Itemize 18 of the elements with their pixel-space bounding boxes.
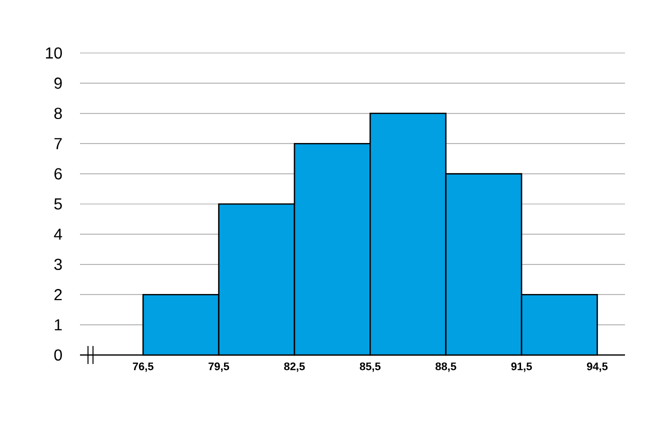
x-tick-label: 82,5 bbox=[284, 362, 305, 372]
y-tick-label: 0 bbox=[54, 349, 62, 361]
x-tick-label: 91,5 bbox=[511, 362, 532, 372]
y-tick-label: 4 bbox=[54, 228, 62, 240]
x-tick-label: 94,5 bbox=[586, 362, 608, 372]
x-tick-label: 85,5 bbox=[360, 362, 381, 372]
y-tick-label: 5 bbox=[54, 198, 62, 210]
y-tick-label: 3 bbox=[54, 258, 62, 270]
y-tick-label: 8 bbox=[54, 108, 62, 120]
y-tick-label: 2 bbox=[54, 289, 62, 300]
x-tick-label: 76,5 bbox=[132, 362, 154, 372]
y-tick-label: 6 bbox=[54, 168, 62, 180]
y-tick-label: 9 bbox=[54, 78, 62, 89]
y-tick-label: 7 bbox=[54, 138, 62, 150]
x-tick-label: 79,5 bbox=[208, 362, 230, 372]
y-tick-label: 1 bbox=[54, 319, 62, 330]
y-tick-label: 10 bbox=[46, 47, 62, 59]
x-tick-label: 88,5 bbox=[436, 362, 456, 372]
